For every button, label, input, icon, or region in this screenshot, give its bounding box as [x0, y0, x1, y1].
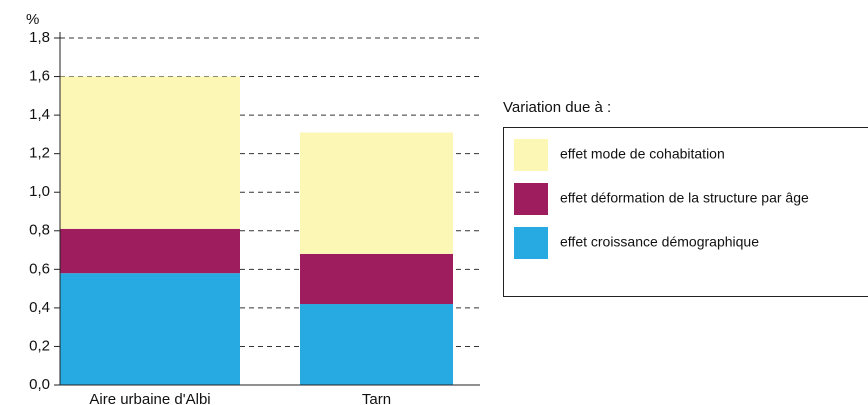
- y-tick-label: 0,0: [29, 376, 50, 393]
- legend-box: [503, 127, 868, 297]
- bar-segment: [300, 304, 453, 385]
- legend-swatch: [514, 139, 548, 171]
- bar-segment: [60, 273, 240, 385]
- legend-swatch: [514, 183, 548, 215]
- y-tick-label: 0,4: [29, 299, 50, 316]
- legend-title: Variation due à :: [503, 99, 611, 116]
- bar-segment: [60, 228, 240, 274]
- y-tick-label: 0,6: [29, 260, 50, 277]
- y-tick-label: 1,4: [29, 106, 50, 123]
- y-unit: %: [26, 11, 39, 28]
- legend-label: effet mode de cohabitation: [560, 146, 725, 162]
- y-tick-label: 1,0: [29, 183, 50, 200]
- y-tick-label: 0,2: [29, 337, 50, 354]
- bar-segment: [300, 132, 453, 254]
- bar-segment: [300, 253, 453, 305]
- y-tick-label: 1,6: [29, 68, 50, 85]
- y-tick-label: 0,8: [29, 222, 50, 239]
- legend-label: effet déformation de la structure par âg…: [560, 190, 809, 206]
- bar-segment: [60, 76, 240, 229]
- y-tick-label: 1,8: [29, 29, 50, 46]
- x-tick-label: Aire urbaine d'Albi: [89, 391, 210, 405]
- y-tick-label: 1,2: [29, 145, 50, 162]
- x-tick-label: Tarn: [362, 391, 391, 405]
- legend-label: effet croissance démographique: [560, 234, 759, 250]
- legend-swatch: [514, 227, 548, 259]
